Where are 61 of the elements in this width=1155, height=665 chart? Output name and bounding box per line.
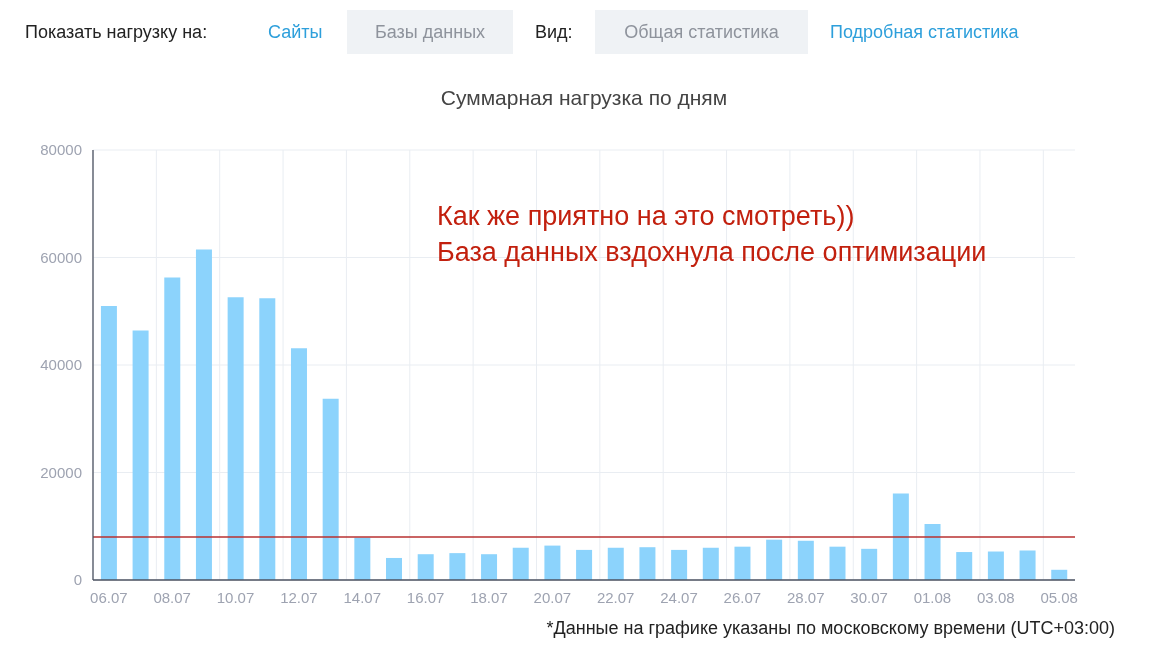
bar <box>100 305 117 580</box>
y-tick-label: 40000 <box>40 356 82 374</box>
x-tick-label: 16.07 <box>406 588 445 606</box>
y-tick-label: 60000 <box>40 248 82 266</box>
text: Подробная статистика <box>830 21 1019 44</box>
x-tick-label: 22.07 <box>596 588 635 606</box>
text: *Данные на графике указаны по московскому времени (UTC+03:00) <box>546 617 1115 640</box>
text: Показать нагрузку на: <box>25 21 208 44</box>
bar <box>164 277 181 580</box>
bar <box>386 557 403 580</box>
bar <box>766 539 783 580</box>
chart-title: Суммарная нагрузка по дням <box>439 86 729 110</box>
tab-button: Базы данных <box>347 10 513 54</box>
x-tick-label: 08.07 <box>153 588 191 606</box>
bar <box>671 549 688 580</box>
annotation: Как же приятно на это смотреть)) <box>437 200 855 232</box>
x-tick-label: 10.07 <box>216 588 255 606</box>
bar <box>607 547 624 580</box>
bar <box>512 547 529 580</box>
bar <box>829 546 846 580</box>
bar <box>924 524 941 580</box>
bar <box>702 547 719 580</box>
bar <box>734 546 751 580</box>
bar <box>227 297 244 580</box>
bar <box>861 548 878 580</box>
y-tick-label: 0 <box>73 571 82 589</box>
bar <box>797 540 814 580</box>
annotation: База данных вздохнула после оптимизации <box>437 236 987 268</box>
x-tick-label: 20.07 <box>533 588 572 606</box>
bar <box>481 554 498 580</box>
bar <box>544 545 561 580</box>
x-tick-label: 14.07 <box>343 588 382 606</box>
bar <box>449 553 466 580</box>
bar <box>290 348 307 580</box>
tab-button: Общая статистика <box>595 10 808 54</box>
bar <box>259 298 276 580</box>
bar <box>892 493 909 580</box>
bar <box>956 552 973 580</box>
bar <box>354 537 371 580</box>
x-tick-label: 06.07 <box>90 588 128 606</box>
bar <box>322 398 339 580</box>
bar <box>987 551 1004 580</box>
x-tick-label: 18.07 <box>470 588 508 606</box>
text: Вид: <box>535 21 573 44</box>
x-tick-label: 30.07 <box>850 588 888 606</box>
x-tick-label: 03.08 <box>977 588 1015 606</box>
bar <box>1019 550 1036 580</box>
x-tick-label: 12.07 <box>280 588 318 606</box>
bar <box>417 554 434 580</box>
x-tick-label: 01.08 <box>913 588 952 606</box>
text: Сайты <box>268 21 323 44</box>
bar <box>195 249 212 580</box>
x-tick-label: 28.07 <box>786 588 825 606</box>
bar <box>132 330 149 580</box>
y-tick-label: 20000 <box>40 463 82 481</box>
x-tick-label: 24.07 <box>660 588 698 606</box>
bar <box>576 549 593 580</box>
bar <box>639 547 656 580</box>
x-tick-label: 05.08 <box>1040 588 1078 606</box>
x-tick-label: 26.07 <box>723 588 762 606</box>
y-tick-label: 80000 <box>40 141 82 159</box>
